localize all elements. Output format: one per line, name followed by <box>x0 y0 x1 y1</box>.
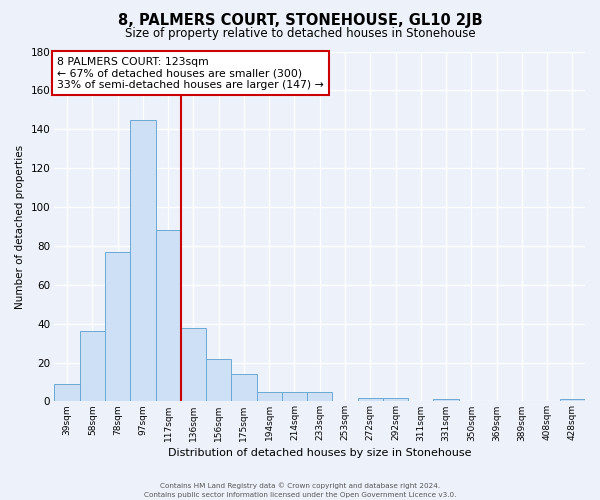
Bar <box>282 392 307 402</box>
Text: Size of property relative to detached houses in Stonehouse: Size of property relative to detached ho… <box>125 28 475 40</box>
Bar <box>433 400 458 402</box>
Bar <box>383 398 408 402</box>
Bar <box>358 398 383 402</box>
Bar <box>560 400 585 402</box>
Bar <box>105 252 130 402</box>
Bar <box>232 374 257 402</box>
Bar <box>55 384 80 402</box>
Bar <box>130 120 155 402</box>
Text: 8, PALMERS COURT, STONEHOUSE, GL10 2JB: 8, PALMERS COURT, STONEHOUSE, GL10 2JB <box>118 12 482 28</box>
Bar <box>206 358 232 402</box>
Text: 8 PALMERS COURT: 123sqm
← 67% of detached houses are smaller (300)
33% of semi-d: 8 PALMERS COURT: 123sqm ← 67% of detache… <box>57 56 324 90</box>
Bar <box>181 328 206 402</box>
Bar <box>307 392 332 402</box>
Bar <box>155 230 181 402</box>
Bar <box>257 392 282 402</box>
Text: Contains public sector information licensed under the Open Government Licence v3: Contains public sector information licen… <box>144 492 456 498</box>
Text: Contains HM Land Registry data © Crown copyright and database right 2024.: Contains HM Land Registry data © Crown c… <box>160 482 440 489</box>
X-axis label: Distribution of detached houses by size in Stonehouse: Distribution of detached houses by size … <box>168 448 472 458</box>
Bar <box>80 332 105 402</box>
Y-axis label: Number of detached properties: Number of detached properties <box>15 144 25 308</box>
